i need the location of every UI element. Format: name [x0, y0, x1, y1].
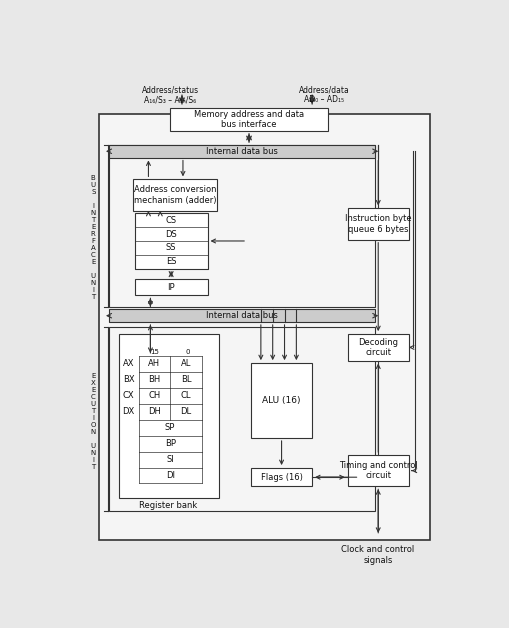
FancyBboxPatch shape	[348, 334, 409, 360]
Text: BL: BL	[181, 376, 191, 384]
FancyBboxPatch shape	[170, 108, 328, 131]
FancyBboxPatch shape	[99, 114, 431, 539]
Text: SP: SP	[165, 423, 175, 432]
FancyBboxPatch shape	[251, 363, 312, 438]
FancyBboxPatch shape	[133, 180, 217, 211]
Text: DX: DX	[123, 407, 135, 416]
Text: Address/data
AD₀ – AD₁₅: Address/data AD₀ – AD₁₅	[299, 85, 349, 104]
Text: CL: CL	[181, 391, 191, 400]
Text: 15: 15	[150, 349, 159, 355]
Text: Instruction byte
queue 6 bytes: Instruction byte queue 6 bytes	[345, 214, 412, 234]
Text: Flags (16): Flags (16)	[261, 473, 302, 482]
Text: CS: CS	[165, 215, 177, 225]
Text: AX: AX	[123, 359, 134, 368]
Text: CH: CH	[148, 391, 160, 400]
FancyBboxPatch shape	[119, 334, 219, 499]
FancyBboxPatch shape	[134, 279, 208, 295]
Text: CX: CX	[123, 391, 134, 400]
Text: B
U
S
 
I
N
T
E
R
F
A
C
E
 
U
N
I
T: B U S I N T E R F A C E U N I T	[91, 175, 96, 300]
FancyBboxPatch shape	[109, 310, 375, 322]
Text: Internal data bus: Internal data bus	[206, 147, 278, 156]
Text: DH: DH	[148, 407, 161, 416]
Text: Address conversion
mechanism (adder): Address conversion mechanism (adder)	[134, 185, 216, 205]
Text: E
X
E
C
U
T
I
O
N
 
U
N
I
T: E X E C U T I O N U N I T	[91, 372, 96, 470]
Text: Address/status
A₁₆/S₃ – A₁ₙ/S₆: Address/status A₁₆/S₃ – A₁ₙ/S₆	[142, 85, 199, 104]
Text: BH: BH	[148, 376, 160, 384]
Text: SS: SS	[166, 244, 177, 252]
Text: DS: DS	[165, 229, 177, 239]
FancyBboxPatch shape	[109, 145, 375, 158]
Text: AH: AH	[148, 359, 160, 368]
Text: AL: AL	[181, 359, 191, 368]
Text: Memory address and data
bus interface: Memory address and data bus interface	[194, 110, 304, 129]
Text: BP: BP	[164, 439, 176, 448]
Text: ES: ES	[166, 257, 177, 266]
Text: Clock and control
signals: Clock and control signals	[342, 545, 415, 565]
FancyBboxPatch shape	[348, 208, 409, 240]
Text: BX: BX	[123, 376, 134, 384]
Text: SI: SI	[166, 455, 174, 464]
FancyBboxPatch shape	[251, 468, 312, 486]
Text: ALU (16): ALU (16)	[262, 396, 301, 405]
Text: DL: DL	[180, 407, 191, 416]
FancyBboxPatch shape	[134, 213, 208, 269]
Text: Register bank: Register bank	[139, 501, 197, 510]
Text: 0: 0	[186, 349, 190, 355]
Text: IP: IP	[167, 283, 175, 292]
Text: Decoding
circuit: Decoding circuit	[358, 338, 398, 357]
Text: DI: DI	[165, 471, 175, 480]
FancyBboxPatch shape	[348, 455, 409, 486]
Text: Timing and control
circuit: Timing and control circuit	[339, 461, 417, 480]
Text: Internal data bus: Internal data bus	[206, 311, 278, 320]
